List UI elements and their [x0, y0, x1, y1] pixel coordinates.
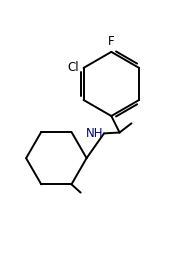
Text: NH: NH [86, 127, 103, 140]
Text: Cl: Cl [67, 61, 79, 74]
Text: F: F [108, 35, 115, 48]
